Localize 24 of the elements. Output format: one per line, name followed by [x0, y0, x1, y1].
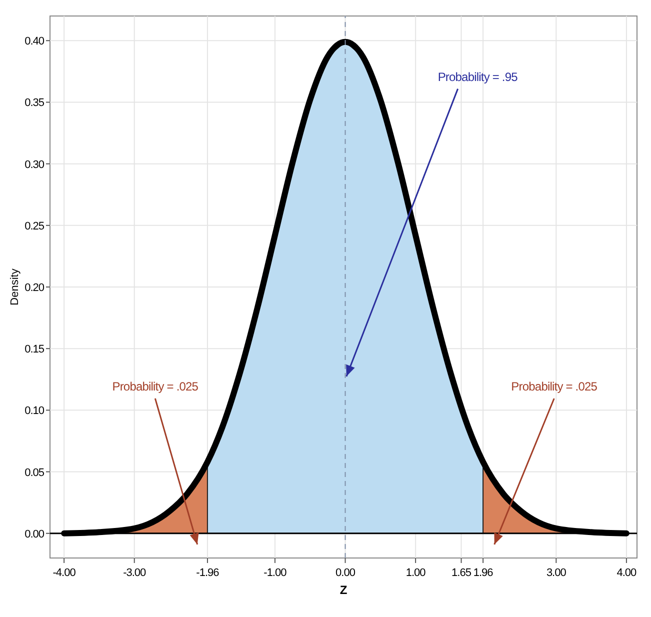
- x-tick-label: -1.96: [196, 567, 220, 579]
- y-tick-label: 0.05: [24, 466, 44, 479]
- y-tick-label: 0.10: [24, 405, 44, 418]
- y-tick-label: 0.00: [24, 528, 44, 540]
- annotation: Probability = .95: [438, 70, 518, 84]
- x-tick-label: 1.00: [406, 567, 426, 579]
- y-tick-label: 0.30: [24, 158, 44, 171]
- annotation: Probability = .025: [511, 379, 598, 394]
- y-tick-label: 0.15: [24, 344, 44, 356]
- x-tick-label: 4.00: [616, 567, 637, 579]
- y-tick-label: 0.20: [24, 282, 44, 294]
- y-axis-title: Density: [9, 268, 21, 306]
- x-tick-label: 0.00: [336, 567, 356, 579]
- y-tick-label: 0.35: [24, 97, 44, 110]
- x-tick-label: 1.96: [473, 567, 494, 579]
- annotation: Probability = .025: [112, 379, 199, 394]
- y-tick-label: 0.25: [24, 220, 44, 232]
- x-tick-label: -3.00: [123, 567, 146, 579]
- x-tick-label: 1.65: [452, 567, 472, 579]
- x-tick-label: 3.00: [546, 567, 566, 579]
- x-tick-label: -1.00: [264, 567, 287, 579]
- x-axis-title: Z: [340, 583, 348, 597]
- x-tick-label: -4.00: [52, 567, 76, 579]
- y-tick-label: 0.40: [24, 36, 44, 48]
